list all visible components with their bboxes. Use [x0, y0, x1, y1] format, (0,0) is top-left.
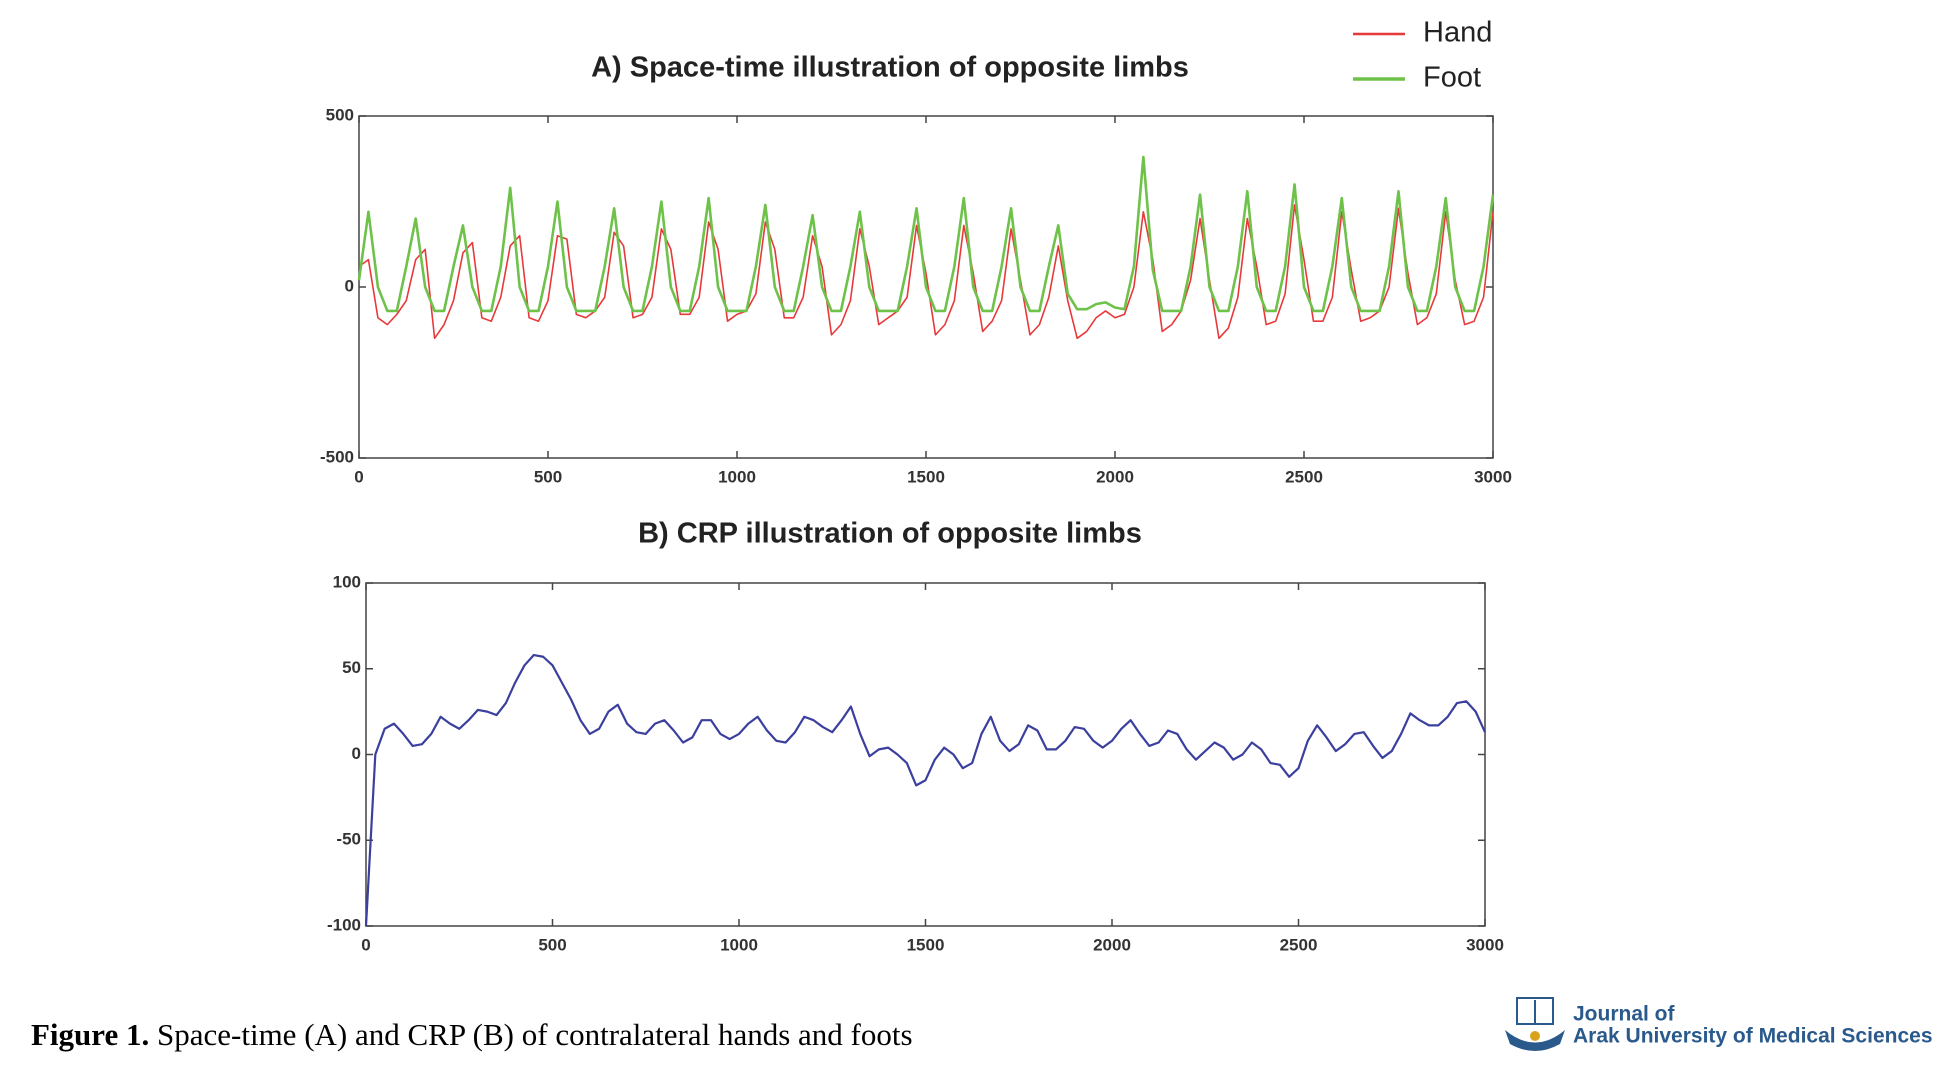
y-tick-label: 0 [352, 744, 361, 763]
x-tick-label: 3000 [1466, 935, 1504, 954]
x-tick-label: 1000 [720, 935, 758, 954]
x-tick-label: 1500 [907, 935, 945, 954]
x-tick-label: 2500 [1285, 467, 1323, 486]
y-tick-label: 0 [345, 276, 354, 295]
x-tick-label: 500 [534, 467, 562, 486]
journal-name: Journal of [1573, 1003, 1676, 1026]
logo-dot [1530, 1031, 1540, 1041]
x-tick-label: 1000 [718, 467, 756, 486]
y-tick-label: -500 [320, 447, 354, 466]
caption-label: Figure 1. [31, 1017, 149, 1052]
y-tick-label: 50 [342, 658, 361, 677]
x-tick-label: 3000 [1474, 467, 1512, 486]
journal-name: Arak University of Medical Sciences [1573, 1025, 1933, 1048]
x-tick-label: 0 [354, 467, 363, 486]
x-tick-label: 1500 [907, 467, 945, 486]
chart-title: A) Space-time illustration of opposite l… [591, 52, 1189, 84]
caption-text: Space-time (A) and CRP (B) of contralate… [157, 1017, 913, 1052]
data-line [358, 204, 1494, 340]
logo-base [1505, 1030, 1565, 1051]
legend-label: Foot [1423, 62, 1481, 94]
y-tick-label: -50 [336, 830, 361, 849]
x-tick-label: 2000 [1096, 467, 1134, 486]
y-tick-label: 100 [333, 572, 361, 591]
x-tick-label: 500 [538, 935, 566, 954]
journal-logo [1505, 997, 1565, 1051]
data-line [364, 653, 1487, 927]
caption: Figure 1. Space-time (A) and CRP (B) of … [31, 1017, 913, 1052]
y-tick-label: -100 [327, 915, 361, 934]
x-tick-label: 2500 [1280, 935, 1318, 954]
y-tick-label: 500 [326, 105, 354, 124]
plot-area [365, 582, 1486, 927]
chart-title: B) CRP illustration of opposite limbs [638, 518, 1142, 550]
legend-label: Hand [1423, 17, 1492, 49]
x-tick-label: 2000 [1093, 935, 1131, 954]
x-tick-label: 0 [361, 935, 370, 954]
data-line [357, 155, 1495, 313]
